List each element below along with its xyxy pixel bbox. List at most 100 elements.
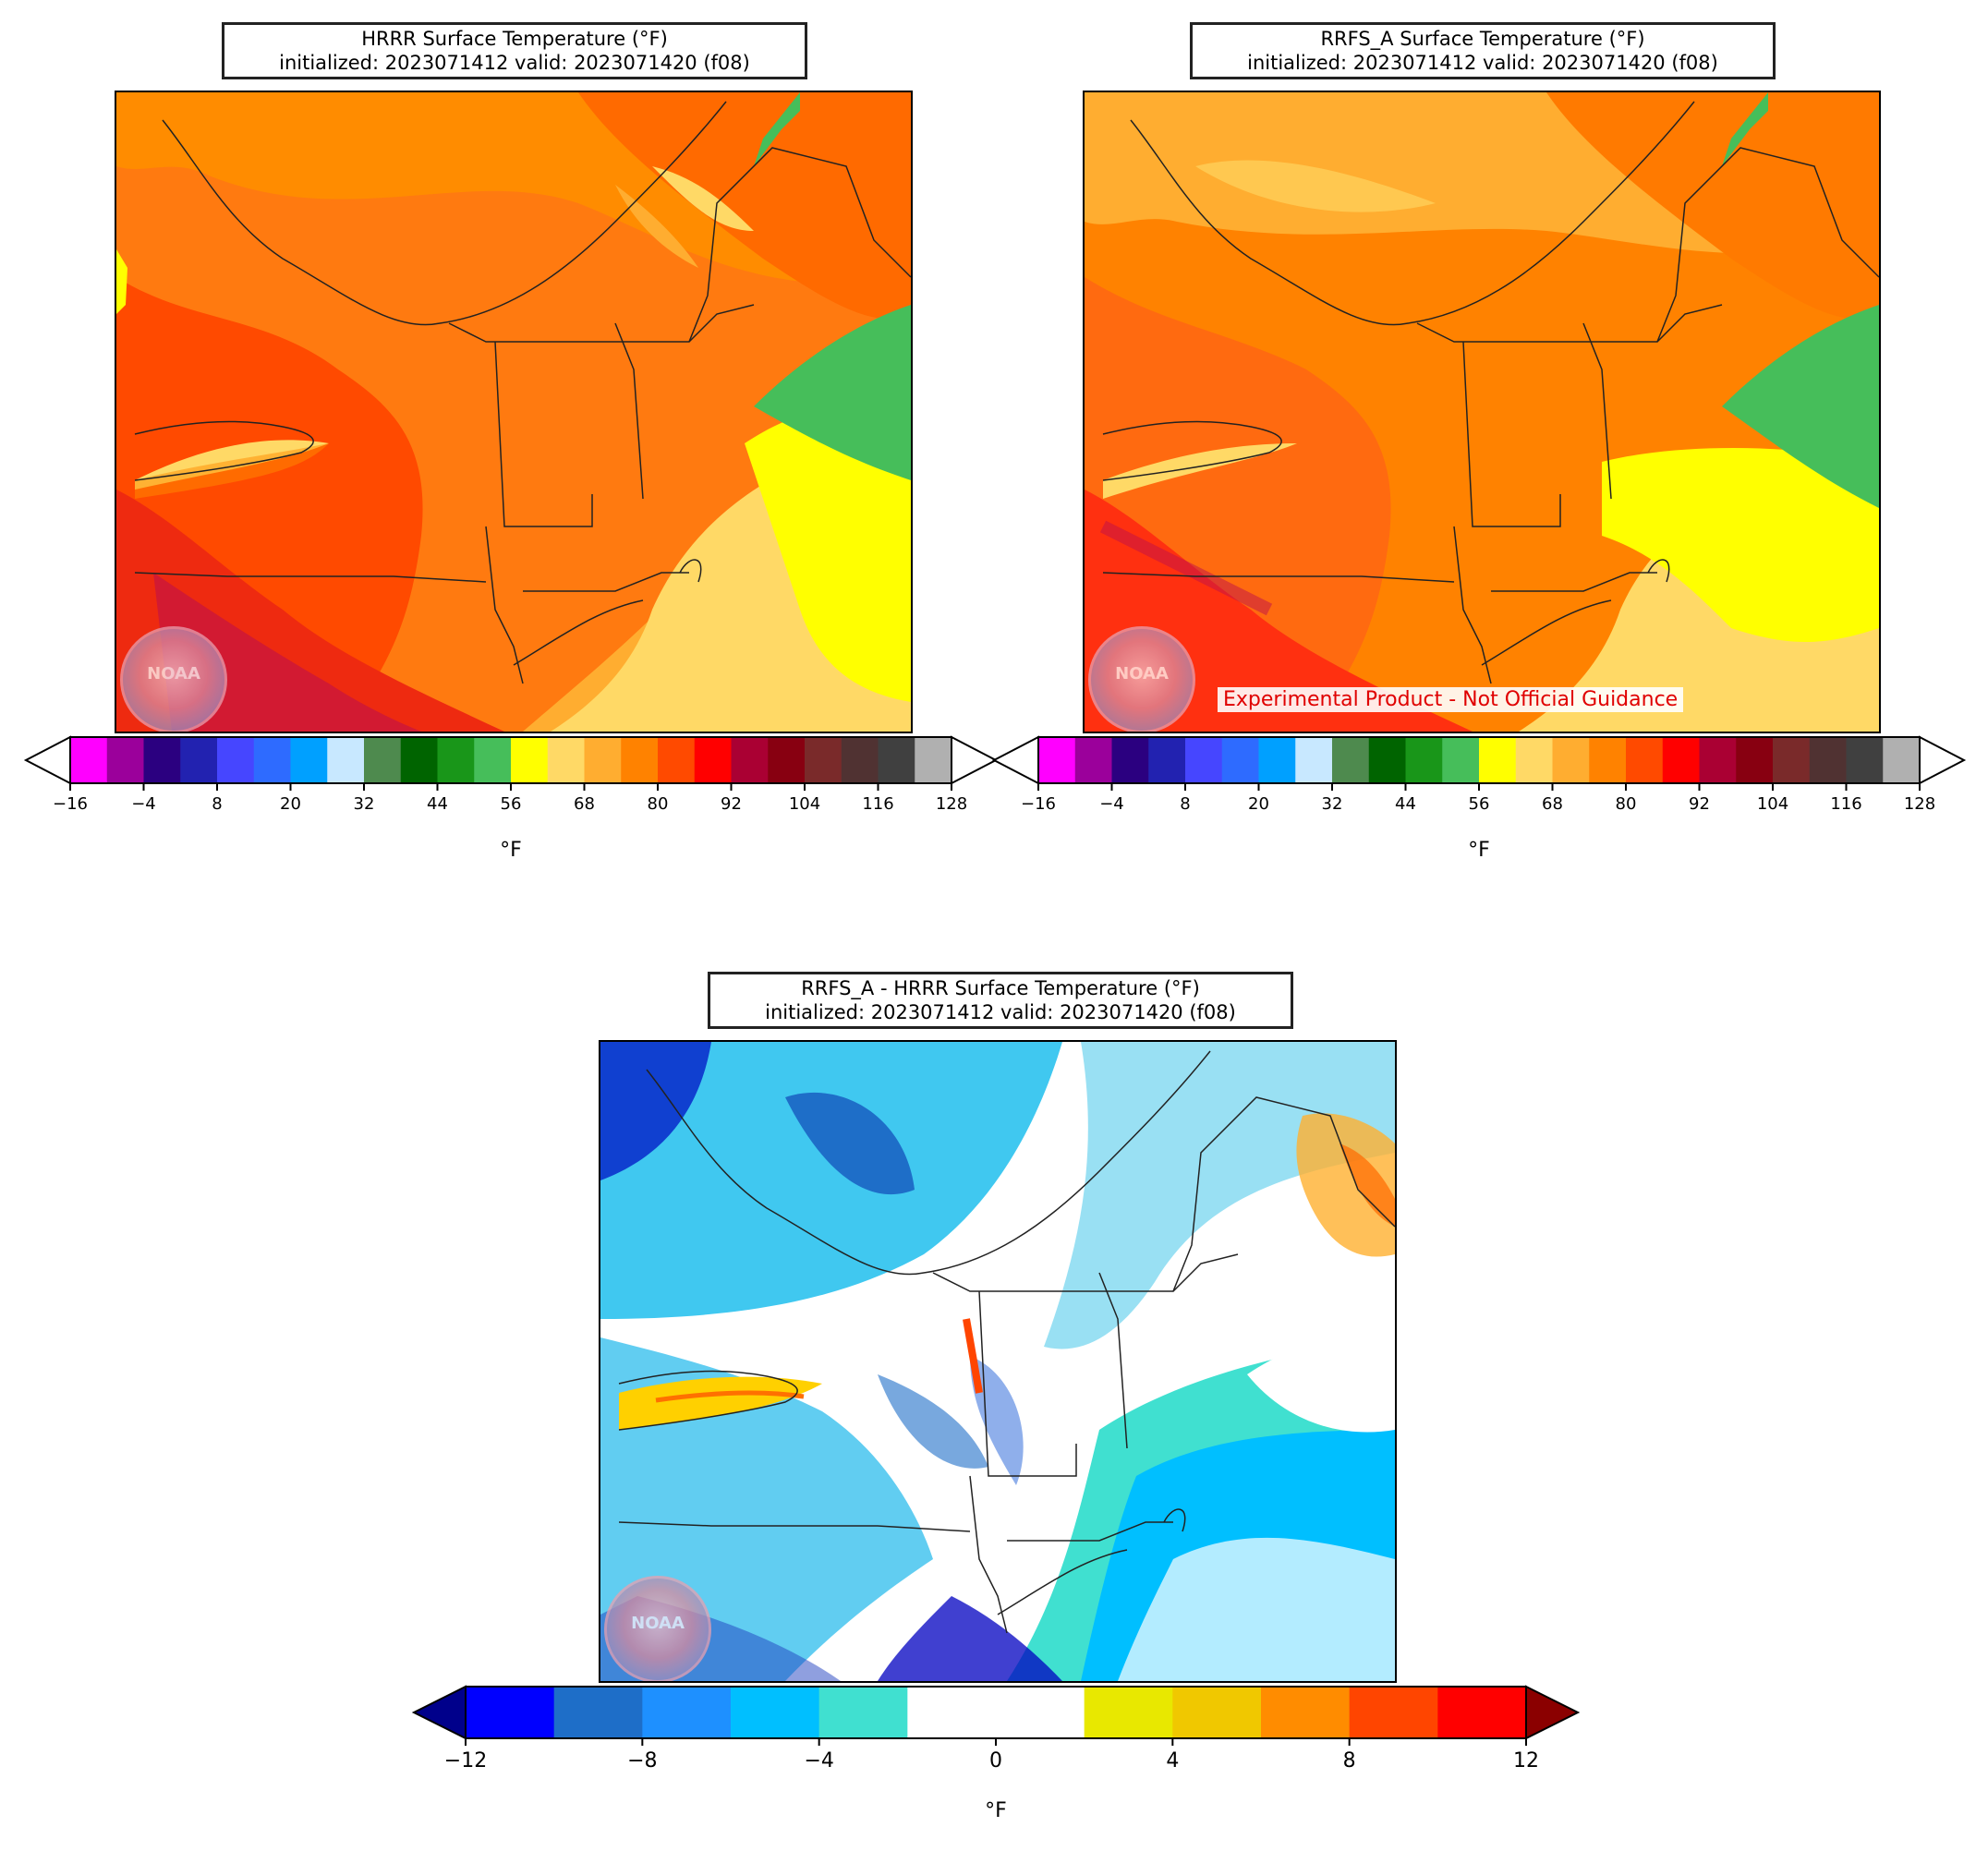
colorbar-segment — [1349, 1687, 1438, 1738]
colorbar-segment — [1846, 737, 1884, 783]
colorbar-tick-label: 32 — [1321, 794, 1343, 814]
colorbar-frame — [69, 736, 952, 784]
colorbar-segment — [474, 737, 512, 783]
noaa-logo: NOAA — [1088, 626, 1195, 732]
noaa-logo-text: NOAA — [1115, 664, 1169, 684]
colorbar-segment — [1405, 737, 1443, 783]
colorbar-segment — [1038, 737, 1076, 783]
diff-title-line1: RRFS_A - HRRR Surface Temperature (°F) — [801, 977, 1200, 999]
colorbar-tick-label: 8 — [1180, 794, 1191, 814]
colorbar-segment — [1773, 737, 1811, 783]
colorbar-tick-label: −8 — [627, 1749, 658, 1772]
colorbar-segment — [1258, 737, 1296, 783]
hrrr-title: HRRR Surface Temperature (°F) initialize… — [222, 22, 807, 79]
colorbar-segment — [584, 737, 622, 783]
rrfs-title-line2: initialized: 2023071412 valid: 202307142… — [1247, 52, 1718, 74]
rrfs-title: RRFS_A Surface Temperature (°F) initiali… — [1190, 22, 1776, 79]
colorbar-segment — [180, 737, 218, 783]
hrrr-title-line1: HRRR Surface Temperature (°F) — [361, 28, 668, 50]
colorbar-over-triangle — [1919, 735, 1967, 785]
colorbar-segment — [364, 737, 402, 783]
colorbar-tick-label: 20 — [1248, 794, 1269, 814]
colorbar-tick-label: 8 — [212, 794, 223, 814]
colorbar-tick-label: 104 — [788, 794, 821, 814]
colorbar-segment — [731, 737, 769, 783]
rrfs-colorbar-unit: °F — [1468, 839, 1490, 862]
hrrr-map: NOAA — [115, 91, 913, 733]
colorbar-tick-label: 80 — [1615, 794, 1637, 814]
colorbar-tick-label: 8 — [1342, 1749, 1356, 1772]
colorbar-segment — [1736, 737, 1774, 783]
colorbar-segment — [818, 1687, 908, 1738]
noaa-logo: NOAA — [604, 1576, 711, 1681]
colorbar-segment — [106, 737, 145, 783]
colorbar-tick-label: 56 — [500, 794, 522, 814]
colorbar-tick-label: 92 — [1689, 794, 1710, 814]
colorbar-segment — [642, 1687, 732, 1738]
colorbar-segment — [658, 737, 696, 783]
colorbar-tick-label: 32 — [353, 794, 375, 814]
colorbar-segment — [1437, 1687, 1527, 1738]
colorbar-segment — [290, 737, 328, 783]
colorbar-segment — [547, 737, 586, 783]
colorbar-segment — [466, 1687, 555, 1738]
colorbar-frame — [465, 1686, 1527, 1739]
diff-colorbar-unit: °F — [985, 1799, 1007, 1822]
colorbar-tick-label: 68 — [1542, 794, 1563, 814]
colorbar-segment — [731, 1687, 820, 1738]
noaa-logo-text: NOAA — [631, 1614, 685, 1633]
colorbar-segment — [1148, 737, 1186, 783]
colorbar-tick-label: −16 — [1021, 794, 1056, 814]
hrrr-colorbar-unit: °F — [500, 839, 522, 862]
colorbar-tick-label: 80 — [647, 794, 669, 814]
colorbar-tick-label: −12 — [443, 1749, 488, 1772]
colorbar-segment — [511, 737, 549, 783]
colorbar-segment — [996, 1687, 1085, 1738]
colorbar-segment — [694, 737, 733, 783]
rrfs-temperature-field — [1085, 92, 1879, 732]
rrfs-title-line1: RRFS_A Surface Temperature (°F) — [1320, 28, 1645, 50]
colorbar-tick-label: 116 — [1830, 794, 1862, 814]
colorbar-segment — [915, 737, 952, 783]
colorbar-segment — [1626, 737, 1664, 783]
colorbar-segment — [553, 1687, 643, 1738]
colorbar-segment — [1185, 737, 1223, 783]
colorbar-segment — [1809, 737, 1848, 783]
colorbar-segment — [1261, 1687, 1351, 1738]
colorbar-segment — [217, 737, 255, 783]
colorbar-tick-label: 44 — [1395, 794, 1416, 814]
colorbar-segment — [805, 737, 842, 783]
colorbar-segment — [1221, 737, 1260, 783]
colorbar-tick-label: −4 — [804, 1749, 834, 1772]
colorbar-segment — [768, 737, 806, 783]
hrrr-temperature-field — [116, 92, 911, 732]
colorbar-segment — [1111, 737, 1149, 783]
colorbar-tick-label: 68 — [574, 794, 595, 814]
colorbar-over-triangle — [1525, 1685, 1581, 1740]
colorbar-segment — [1172, 1687, 1262, 1738]
colorbar-over-triangle — [951, 735, 999, 785]
colorbar-segment — [1552, 737, 1590, 783]
colorbar-segment — [1589, 737, 1627, 783]
colorbar-segment — [621, 737, 659, 783]
colorbar-tick-label: 56 — [1468, 794, 1490, 814]
colorbar-tick-label: −16 — [53, 794, 88, 814]
colorbar-tick-label: −4 — [131, 794, 156, 814]
colorbar-segment — [907, 1687, 997, 1738]
colorbar-segment — [841, 737, 879, 783]
colorbar-under-triangle — [991, 735, 1039, 785]
colorbar-tick-label: 20 — [280, 794, 301, 814]
colorbar-segment — [1074, 737, 1113, 783]
rrfs-map: NOAA Experimental Product - Not Official… — [1083, 91, 1881, 733]
colorbar-segment — [327, 737, 365, 783]
colorbar-segment — [1699, 737, 1737, 783]
colorbar-segment — [70, 737, 108, 783]
colorbar-tick-label: 128 — [1903, 794, 1936, 814]
colorbar-frame — [1037, 736, 1921, 784]
colorbar-tick-label: 116 — [862, 794, 894, 814]
colorbar-segment — [400, 737, 439, 783]
colorbar-segment — [1883, 737, 1921, 783]
hrrr-title-line2: initialized: 2023071412 valid: 202307142… — [279, 52, 750, 74]
colorbar-segment — [1479, 737, 1517, 783]
colorbar-tick-label: 128 — [935, 794, 968, 814]
